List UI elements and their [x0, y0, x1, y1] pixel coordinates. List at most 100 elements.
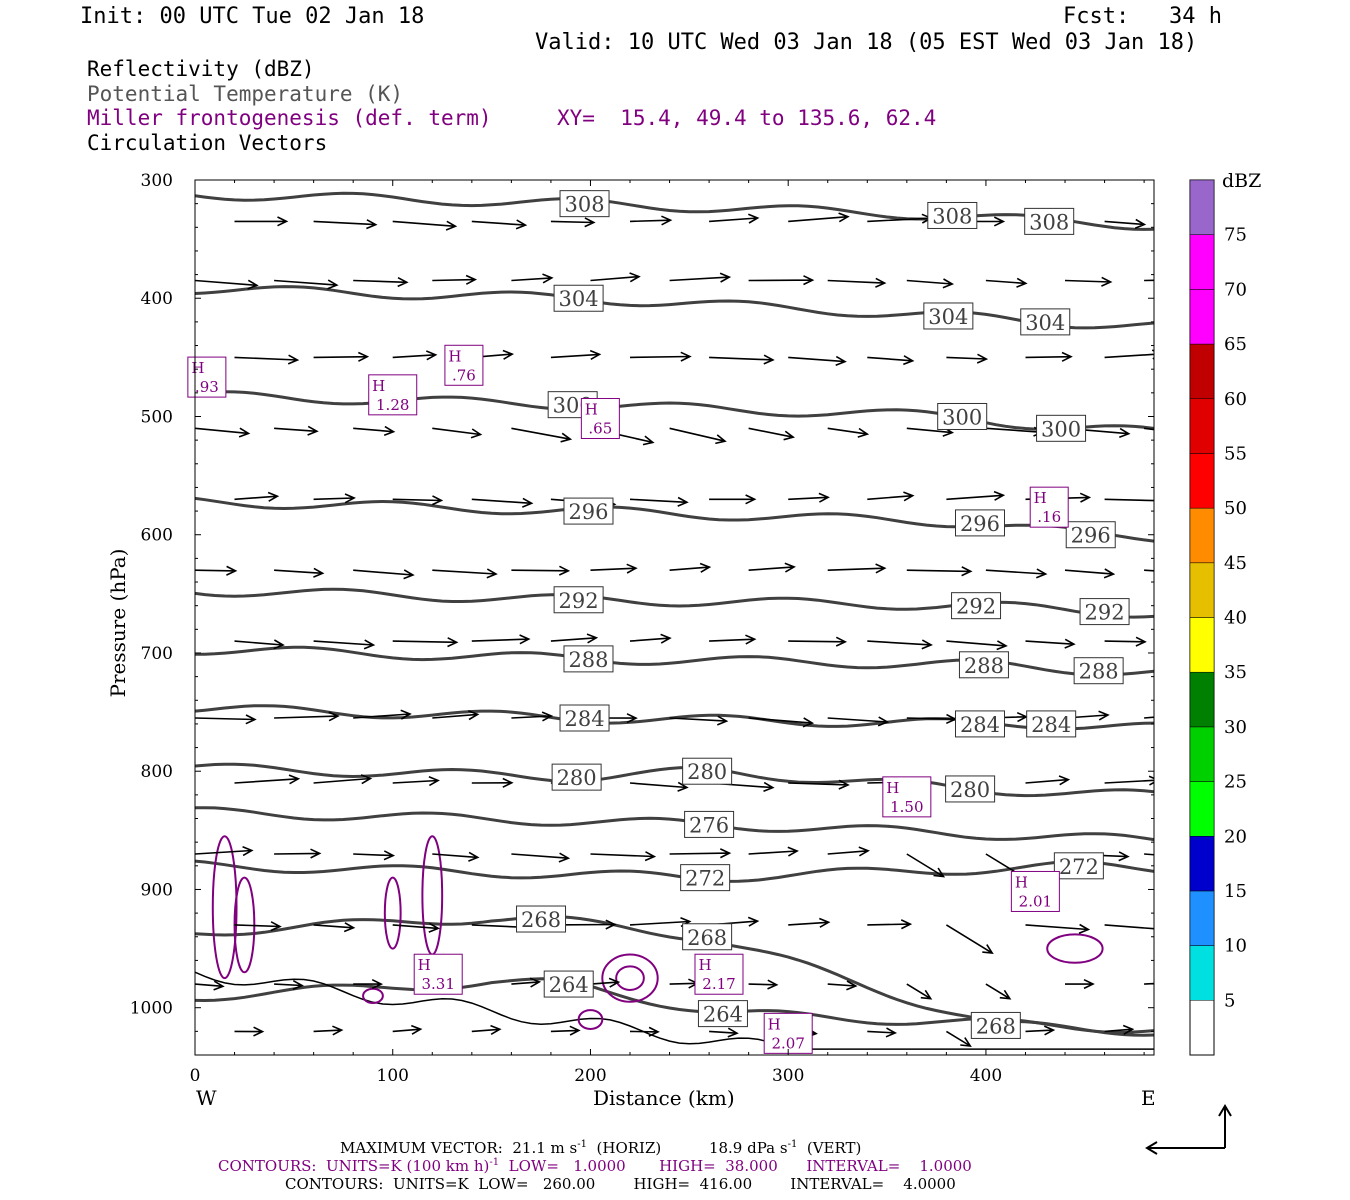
fronto-max-letter: H: [585, 400, 598, 418]
theta-label-box: [682, 757, 733, 785]
circulation-vector: [1025, 923, 1091, 934]
theta-label: 296: [568, 500, 608, 524]
circulation-vector: [945, 1030, 972, 1047]
circulation-vector: [313, 774, 373, 785]
colorbar-label: 70: [1224, 279, 1247, 300]
fronto-max-letter: H: [191, 359, 204, 377]
theta-contour-296: [195, 496, 1154, 543]
theta-label: 304: [1025, 311, 1065, 335]
fronto-max-letter: H: [886, 779, 899, 797]
theta-label: 272: [1059, 855, 1099, 879]
circulation-vector: [471, 777, 514, 788]
circulation-vector: [392, 922, 441, 933]
fronto-contour: [362, 987, 384, 1004]
circulation-vector: [392, 495, 444, 506]
x-axis-east: E: [1141, 1086, 1156, 1110]
circulation-vector: [906, 983, 933, 1000]
circulation-vector: [906, 853, 946, 878]
circulation-vector: [471, 634, 531, 645]
circulation-vector: [195, 279, 259, 290]
fronto-max-box: [763, 1012, 813, 1054]
theta-label-box: [559, 704, 610, 732]
fronto-max-letter: H: [1034, 489, 1047, 507]
circulation-vector: [274, 848, 322, 859]
y-tick-label: 700: [141, 644, 173, 664]
circulation-vector: [392, 1024, 423, 1035]
theta-label: 280: [687, 760, 727, 784]
circulation-vector: [471, 1024, 502, 1035]
circulation-vector: [867, 919, 913, 930]
circulation-vector: [550, 633, 599, 644]
circulation-vector: [709, 354, 775, 365]
circulation-vector: [511, 273, 554, 284]
theta-label-box: [954, 509, 1005, 537]
fronto-max-value: .16: [1037, 508, 1061, 526]
theta-label: 304: [928, 305, 968, 329]
fronto-max-box: [694, 953, 744, 995]
colorbar-swatch: [1189, 398, 1215, 454]
circulation-vector: [313, 351, 370, 362]
fronto-max-letter: H: [418, 956, 431, 974]
circulation-vector: [629, 496, 689, 507]
fronto-max-value: 2.01: [1019, 892, 1052, 910]
circulation-vector: [590, 851, 657, 862]
theta-label: 292: [559, 589, 599, 613]
x-tick-label: 400: [970, 1066, 1002, 1086]
reference-vector-arrows: [1145, 1104, 1232, 1155]
fronto-contour: [1046, 933, 1104, 964]
y-tick-label: 600: [141, 526, 173, 546]
circulation-vector: [353, 425, 396, 437]
fronto-max-value: 2.17: [702, 975, 735, 993]
circulation-vector: [1025, 1025, 1056, 1036]
colorbar-label: 5: [1224, 990, 1235, 1011]
circulation-vector: [432, 710, 480, 721]
circulation-vector: [629, 1026, 660, 1037]
circulation-vector: [274, 979, 304, 991]
x-axis-west: W: [196, 1086, 217, 1110]
fronto-max-box: [444, 344, 484, 386]
fronto-max-value: 1.28: [376, 396, 409, 414]
circulation-vector: [471, 219, 528, 230]
theta-label: 280: [950, 778, 990, 802]
circulation-vector: [195, 427, 251, 438]
colorbar-swatch: [1189, 507, 1215, 564]
colorbar-label: 20: [1224, 826, 1247, 847]
circulation-vector: [669, 562, 712, 573]
circulation-vector: [432, 851, 480, 862]
fronto-max-box: [187, 356, 227, 398]
fronto-max-value: 1.50: [890, 798, 923, 816]
colorbar-swatch: [1189, 890, 1215, 946]
theta-label-box: [958, 651, 1009, 679]
colorbar-swatch: [1189, 562, 1215, 618]
circulation-vector: [629, 215, 673, 226]
colorbar-swatch: [1189, 453, 1215, 509]
circulation-vector: [353, 709, 412, 720]
circulation-vector: [709, 213, 760, 224]
circulation-vector: [432, 568, 498, 579]
circulation-vector: [748, 717, 815, 728]
legend-reflectivity: Reflectivity (dBZ): [87, 57, 315, 81]
theta-label-box: [684, 810, 735, 838]
theta-label-box: [551, 763, 602, 791]
circulation-vector: [788, 779, 850, 790]
circulation-vector: [511, 711, 554, 722]
circulation-vector: [788, 355, 847, 367]
circulation-vector: [1104, 349, 1154, 360]
circulation-vector: [274, 279, 339, 290]
theta-contour-276: [195, 806, 1154, 842]
theta-label-box: [927, 201, 978, 229]
circulation-vector: [353, 276, 409, 288]
circulation-vector: [1104, 218, 1147, 229]
colorbar-swatch: [1189, 671, 1215, 728]
fronto-contour: [211, 835, 238, 980]
circulation-vector: [669, 848, 732, 859]
theta-contour-272: [195, 859, 1154, 883]
x-axis-title: Distance (km): [593, 1086, 735, 1110]
fronto-max-value: .93: [195, 378, 219, 396]
fronto-max-letter: H: [1015, 873, 1028, 891]
colorbar-label: 10: [1224, 936, 1247, 957]
theta-label: 272: [685, 867, 725, 891]
circulation-vector: [827, 846, 870, 857]
colorbar-label: 25: [1224, 772, 1247, 793]
